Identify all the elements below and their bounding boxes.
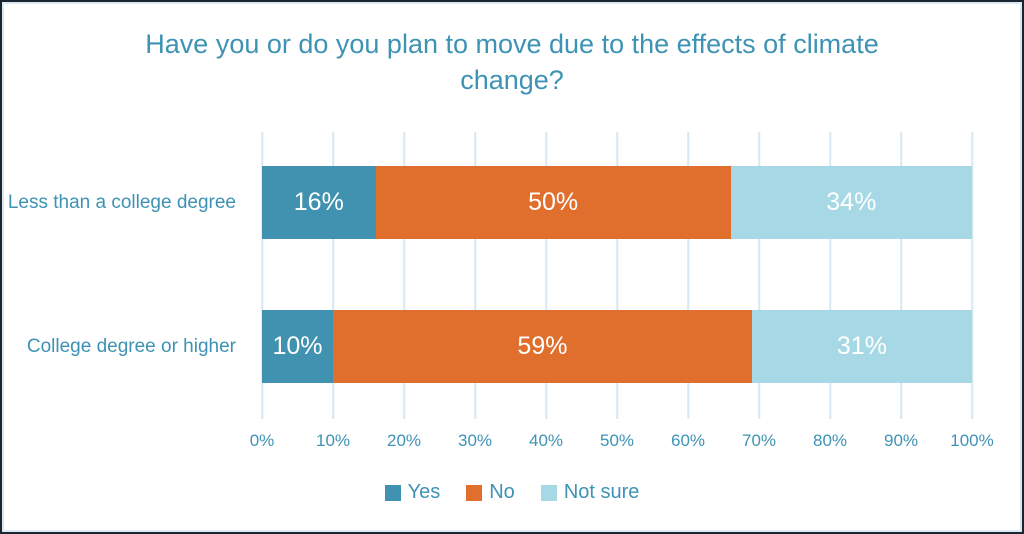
x-axis-tick-label: 40% bbox=[528, 431, 564, 450]
gridline bbox=[687, 132, 689, 419]
bar-segment-no: 50% bbox=[375, 166, 731, 239]
gridlines bbox=[261, 132, 973, 419]
x-axis-tick-label: 20% bbox=[386, 431, 422, 450]
bar-row: College degree or higher 10% 59% 31% bbox=[2, 310, 1022, 383]
legend-item-yes: Yes bbox=[384, 481, 441, 504]
bar-segment-not-sure: 31% bbox=[751, 310, 972, 383]
legend-swatch-icon bbox=[384, 484, 401, 501]
x-axis-tick-label: 10% bbox=[315, 431, 351, 450]
gridline bbox=[403, 132, 405, 419]
legend-item-no: No bbox=[466, 481, 515, 504]
gridline bbox=[829, 132, 831, 419]
gridline bbox=[758, 132, 760, 419]
chart-title: Have you or do you plan to move due to t… bbox=[145, 29, 879, 96]
gridline bbox=[971, 132, 973, 419]
legend: Yes No Not sure bbox=[2, 481, 1022, 504]
data-label: 31% bbox=[836, 332, 887, 360]
gridline bbox=[261, 132, 263, 419]
bar-stack: 16% 50% 34% bbox=[262, 166, 972, 239]
legend-label: No bbox=[489, 481, 515, 503]
gridline bbox=[900, 132, 902, 419]
data-label: 59% bbox=[517, 332, 568, 360]
bar-segment-yes: 16% bbox=[262, 166, 376, 239]
x-axis-tick-label: 80% bbox=[812, 431, 848, 450]
x-axis-tick-label: 100% bbox=[950, 431, 994, 450]
category-label: Less than a college degree bbox=[7, 191, 236, 213]
x-axis: 0% 10% 20% 30% 40% 50% 60% 70% 80% 90% 100% bbox=[250, 431, 994, 453]
gridline bbox=[545, 132, 547, 419]
category-label: College degree or higher bbox=[26, 335, 236, 357]
x-axis-tick-label: 70% bbox=[741, 431, 777, 450]
x-axis-tick-label: 60% bbox=[670, 431, 706, 450]
data-label: 16% bbox=[293, 188, 344, 216]
gridline bbox=[474, 132, 476, 419]
x-axis-tick-label: 30% bbox=[457, 431, 493, 450]
x-axis-tick-label: 50% bbox=[599, 431, 635, 450]
bar-segment-not-sure: 34% bbox=[730, 166, 972, 239]
legend-swatch-icon bbox=[540, 484, 557, 501]
data-label: 50% bbox=[528, 188, 579, 216]
legend-label: Yes bbox=[407, 481, 441, 503]
bar-stack: 10% 59% 31% bbox=[262, 310, 972, 383]
data-label: 10% bbox=[272, 332, 323, 360]
legend-swatch-icon bbox=[466, 484, 483, 501]
legend-label: Not sure bbox=[563, 481, 640, 503]
bar-segment-no: 59% bbox=[333, 310, 752, 383]
legend-item-not-sure: Not sure bbox=[540, 481, 640, 504]
bar-segment-yes: 10% bbox=[262, 310, 333, 383]
gridline bbox=[332, 132, 334, 419]
data-label: 34% bbox=[826, 188, 877, 216]
x-axis-tick-label: 0% bbox=[249, 431, 275, 450]
bar-row: Less than a college degree 16% 50% 34% bbox=[2, 166, 1022, 239]
x-axis-tick-label: 90% bbox=[883, 431, 919, 450]
gridline bbox=[616, 132, 618, 419]
